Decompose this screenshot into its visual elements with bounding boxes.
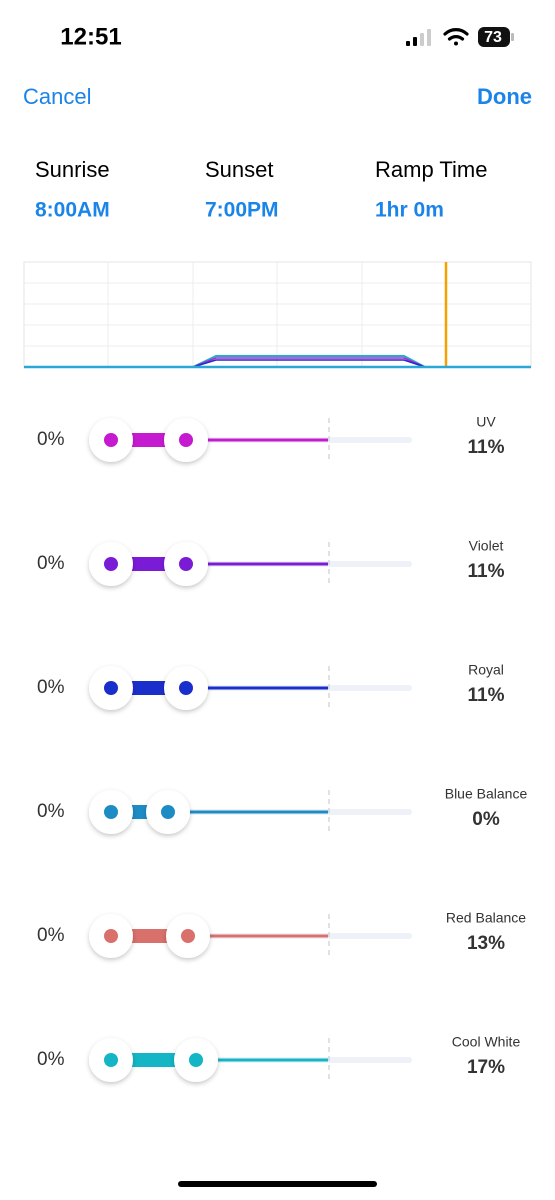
channel-row: 0% Violet 11% bbox=[37, 538, 505, 586]
channel-row: 0% Red Balance 13% bbox=[37, 910, 526, 958]
schedule-value[interactable]: 8:00AM bbox=[35, 199, 110, 222]
wifi bbox=[443, 28, 469, 46]
schedule: Sunrise 8:00AM Sunset 7:00PM Ramp Time 1hr 0m bbox=[35, 157, 487, 222]
channel-min: 0% bbox=[37, 553, 65, 574]
knob-dot bbox=[104, 433, 118, 447]
schedule-label: Sunset bbox=[205, 157, 274, 182]
channel-row: 0% Royal 11% bbox=[37, 662, 505, 710]
cancel-button[interactable]: Cancel bbox=[23, 84, 91, 109]
schedule-label: Sunrise bbox=[35, 157, 110, 182]
channel-name: Blue Balance bbox=[445, 786, 528, 802]
channel-row: 0% Blue Balance 0% bbox=[37, 786, 527, 834]
clock: 12:51 bbox=[60, 23, 121, 50]
battery bbox=[478, 27, 510, 47]
knob-dot bbox=[104, 557, 118, 571]
channel-name: Cool White bbox=[452, 1034, 521, 1050]
knob-dot bbox=[104, 1053, 118, 1067]
channel-name: Royal bbox=[468, 662, 504, 678]
home-indicator bbox=[178, 1181, 377, 1187]
channel-row: 0% Cool White 17% bbox=[37, 1034, 520, 1082]
knob-dot bbox=[179, 681, 193, 695]
knob-dot bbox=[104, 929, 118, 943]
schedule-value[interactable]: 7:00PM bbox=[205, 199, 279, 222]
channel-min: 0% bbox=[37, 925, 65, 946]
channel-name: Red Balance bbox=[446, 910, 526, 926]
channel-name: UV bbox=[476, 414, 496, 430]
channel-min: 0% bbox=[37, 677, 65, 698]
knob-dot bbox=[179, 433, 193, 447]
signal bbox=[406, 29, 431, 46]
channel-value: 17% bbox=[467, 1057, 505, 1078]
battery-tip bbox=[511, 33, 514, 41]
channel-value: 11% bbox=[468, 437, 505, 458]
channel-value: 11% bbox=[468, 561, 505, 582]
knob-dot bbox=[104, 805, 118, 819]
knob-dot bbox=[181, 929, 195, 943]
channel-value: 11% bbox=[468, 685, 505, 706]
knob-dot bbox=[189, 1053, 203, 1067]
channel-value: 13% bbox=[467, 933, 505, 954]
channel-min: 0% bbox=[37, 1049, 65, 1070]
channel-row: 0% UV 11% bbox=[37, 414, 505, 462]
channel-name: Violet bbox=[469, 538, 504, 554]
knob-dot bbox=[179, 557, 193, 571]
schedule-graph bbox=[23, 261, 532, 369]
knob-dot bbox=[104, 681, 118, 695]
channel-value: 0% bbox=[472, 809, 500, 830]
done-button[interactable]: Done bbox=[477, 84, 532, 109]
channel-list: 0% UV 11% 0% Violet 11% 0% Royal 11% 0% Blue Balan… bbox=[37, 414, 527, 1082]
schedule-label: Ramp Time bbox=[375, 157, 487, 182]
knob-dot bbox=[161, 805, 175, 819]
channel-min: 0% bbox=[37, 801, 65, 822]
battery-level: 73 bbox=[484, 29, 502, 46]
schedule-value[interactable]: 1hr 0m bbox=[375, 199, 444, 222]
channel-min: 0% bbox=[37, 429, 65, 450]
